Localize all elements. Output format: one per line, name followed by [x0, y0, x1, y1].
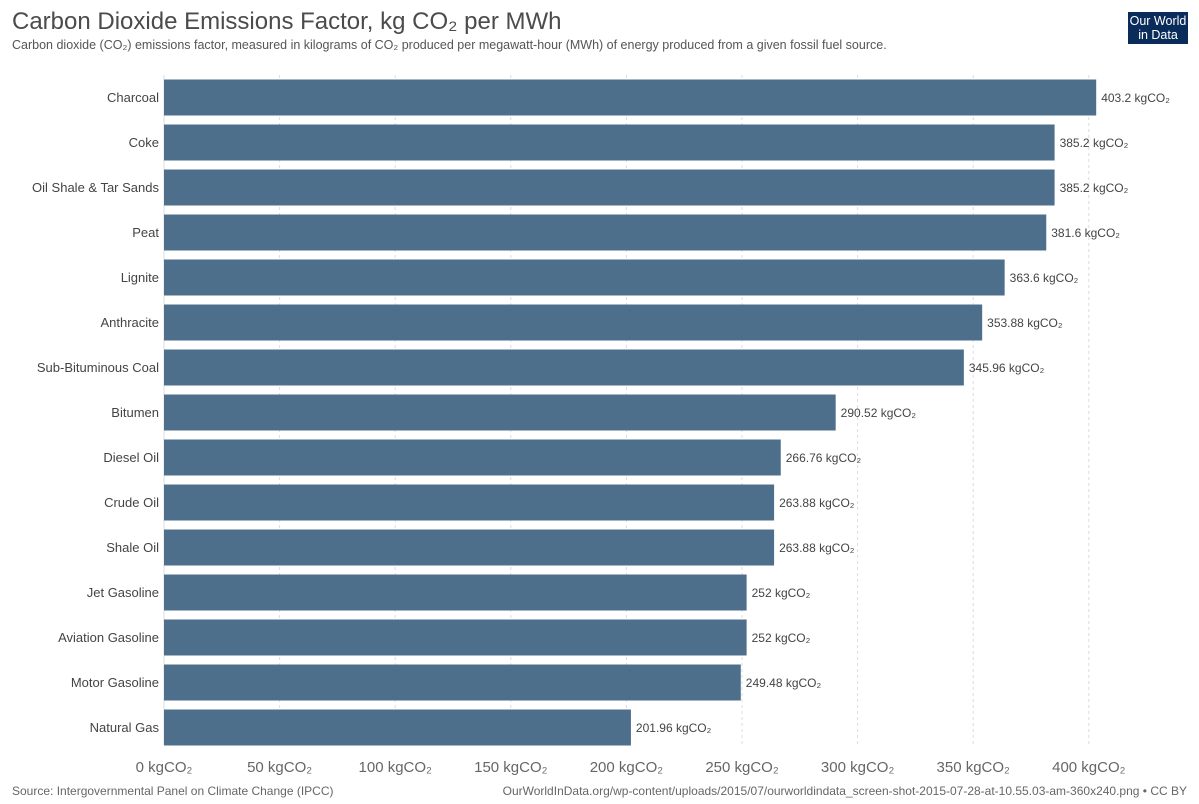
x-tick-label-400: 400 kgCO₂ — [1052, 759, 1126, 776]
chart-title: Carbon Dioxide Emissions Factor, kg CO₂ … — [12, 8, 562, 35]
value-label-coke: 385.2 kgCO₂ — [1060, 136, 1129, 150]
bar-lignite — [164, 259, 1005, 296]
category-label-shale-oil: Shale Oil — [106, 540, 159, 555]
category-label-oil-shale-tar-sands: Oil Shale & Tar Sands — [32, 180, 159, 195]
x-tick-label-0: 0 kgCO₂ — [136, 759, 193, 776]
bar-diesel-oil — [164, 439, 781, 476]
category-label-natural-gas: Natural Gas — [90, 720, 160, 735]
x-tick-label-300: 300 kgCO₂ — [821, 759, 895, 776]
source-url: OurWorldInData.org/wp-content/uploads/20… — [502, 784, 1187, 798]
category-label-lignite: Lignite — [121, 270, 159, 285]
category-label-peat: Peat — [132, 225, 159, 240]
bar-crude-oil — [164, 484, 775, 521]
value-label-aviation-gasoline: 252 kgCO₂ — [752, 631, 811, 645]
x-tick-label-100: 100 kgCO₂ — [359, 759, 433, 776]
bar-peat — [164, 214, 1047, 251]
category-label-motor-gasoline: Motor Gasoline — [71, 675, 159, 690]
x-tick-label-250: 250 kgCO₂ — [705, 759, 779, 776]
value-label-charcoal: 403.2 kgCO₂ — [1101, 91, 1170, 105]
bar-coke — [164, 124, 1055, 161]
category-label-diesel-oil: Diesel Oil — [103, 450, 159, 465]
bar-jet-gasoline — [164, 574, 747, 611]
bar-oil-shale-tar-sands — [164, 169, 1055, 206]
category-label-coke: Coke — [129, 135, 159, 150]
bar-shale-oil — [164, 529, 775, 566]
logo-line-2: in Data — [1138, 28, 1178, 42]
category-label-aviation-gasoline: Aviation Gasoline — [58, 630, 159, 645]
category-label-charcoal: Charcoal — [107, 90, 159, 105]
bars — [164, 79, 1097, 746]
bar-natural-gas — [164, 709, 631, 746]
category-label-crude-oil: Crude Oil — [104, 495, 159, 510]
chart-subtitle: Carbon dioxide (CO₂) emissions factor, m… — [12, 38, 887, 52]
value-label-jet-gasoline: 252 kgCO₂ — [752, 586, 811, 600]
value-label-shale-oil: 263.88 kgCO₂ — [779, 541, 855, 555]
value-label-crude-oil: 263.88 kgCO₂ — [779, 496, 855, 510]
x-tick-label-200: 200 kgCO₂ — [590, 759, 664, 776]
x-tick-label-150: 150 kgCO₂ — [474, 759, 548, 776]
category-label-sub-bituminous-coal: Sub-Bituminous Coal — [37, 360, 159, 375]
source-note: Source: Intergovernmental Panel on Clima… — [12, 784, 334, 798]
category-label-jet-gasoline: Jet Gasoline — [87, 585, 159, 600]
bar-aviation-gasoline — [164, 619, 747, 656]
bar-sub-bituminous-coal — [164, 349, 964, 386]
category-label-anthracite: Anthracite — [100, 315, 159, 330]
value-label-oil-shale-tar-sands: 385.2 kgCO₂ — [1060, 181, 1129, 195]
bar-charcoal — [164, 79, 1097, 116]
value-label-sub-bituminous-coal: 345.96 kgCO₂ — [969, 361, 1045, 375]
value-label-motor-gasoline: 249.48 kgCO₂ — [746, 676, 822, 690]
x-axis-ticks: 0 kgCO₂ 50 kgCO₂ 100 kgCO₂ 150 kgCO₂ 200 kgC… — [136, 759, 1126, 776]
bar-motor-gasoline — [164, 664, 741, 701]
bar-bitumen — [164, 394, 836, 431]
value-label-lignite: 363.6 kgCO₂ — [1010, 271, 1079, 285]
x-tick-label-50: 50 kgCO₂ — [247, 759, 312, 776]
value-label-anthracite: 353.88 kgCO₂ — [987, 316, 1063, 330]
logo-line-1: Our World — [1129, 14, 1187, 28]
category-label-bitumen: Bitumen — [111, 405, 159, 420]
value-label-natural-gas: 201.96 kgCO₂ — [636, 721, 712, 735]
value-label-peat: 381.6 kgCO₂ — [1051, 226, 1120, 240]
value-label-bitumen: 290.52 kgCO₂ — [841, 406, 917, 420]
x-tick-label-350: 350 kgCO₂ — [937, 759, 1011, 776]
value-labels: 403.2 kgCO₂ 385.2 kgCO₂ 385.2 kgCO₂ 381.6 k… — [636, 91, 1170, 735]
category-labels: Charcoal Coke Oil Shale & Tar Sands Peat Lig… — [32, 90, 159, 735]
bar-anthracite — [164, 304, 983, 341]
owid-logo[interactable]: Our World in Data — [1128, 12, 1188, 44]
value-label-diesel-oil: 266.76 kgCO₂ — [786, 451, 862, 465]
